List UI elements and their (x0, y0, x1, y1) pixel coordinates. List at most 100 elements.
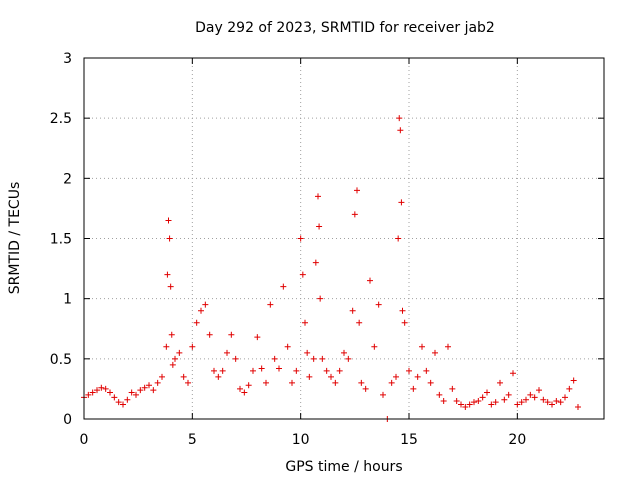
data-point (396, 115, 403, 122)
x-tick-label: 0 (80, 432, 89, 448)
data-point (501, 396, 508, 403)
data-point (107, 389, 113, 396)
data-point (310, 355, 317, 362)
data-point (341, 349, 347, 356)
data-point (371, 343, 378, 350)
data-point (185, 379, 191, 386)
y-tick-label: 1.5 (50, 232, 72, 248)
data-point (168, 331, 175, 338)
data-points (81, 115, 581, 422)
data-point (380, 391, 386, 398)
data-point (458, 401, 464, 408)
data-point (146, 382, 152, 389)
data-point (427, 379, 434, 386)
data-point (575, 403, 581, 410)
data-point (484, 389, 490, 396)
data-point (245, 382, 252, 389)
data-point (395, 235, 402, 242)
data-point (557, 399, 564, 406)
data-point (479, 394, 486, 401)
y-tick-label: 0 (63, 412, 72, 428)
data-point (163, 343, 170, 350)
data-point (312, 259, 319, 266)
x-tick-label: 5 (188, 432, 197, 448)
data-point (401, 319, 408, 326)
data-point (228, 331, 235, 338)
data-point (232, 355, 239, 362)
data-point (492, 399, 499, 406)
chart-title: Day 292 of 2023, SRMTID for receiver jab… (195, 20, 495, 36)
data-point (505, 391, 512, 398)
data-point (471, 399, 477, 406)
y-tick-label: 0.5 (50, 352, 72, 368)
data-point (169, 361, 176, 368)
data-point (271, 355, 278, 362)
data-point (304, 349, 311, 356)
data-point (362, 385, 369, 392)
data-point (393, 373, 399, 380)
data-point (172, 355, 178, 362)
data-point (289, 379, 295, 386)
data-point (316, 223, 323, 230)
data-point (293, 367, 300, 374)
data-point (351, 211, 358, 218)
y-tick-label: 2 (63, 171, 72, 187)
data-point (180, 373, 187, 380)
data-point (323, 367, 330, 374)
data-point (354, 187, 360, 194)
data-point (453, 397, 460, 404)
data-point (388, 379, 395, 386)
data-point (141, 384, 148, 391)
data-point (111, 394, 118, 401)
y-axis-label: SRMTID / TECUs (7, 182, 23, 295)
data-point (497, 379, 503, 386)
data-point (89, 389, 96, 396)
data-point (167, 283, 174, 290)
data-point (280, 283, 287, 290)
data-point (317, 295, 324, 302)
x-tick-label: 10 (292, 432, 310, 448)
data-point (462, 403, 469, 410)
data-point (527, 391, 534, 398)
data-point (94, 387, 100, 394)
data-point (120, 401, 126, 408)
data-point (356, 319, 363, 326)
data-point (367, 277, 373, 284)
grid (84, 58, 604, 419)
data-point (345, 355, 352, 362)
data-point (510, 370, 516, 377)
data-point (297, 235, 304, 242)
tick-labels: 0 5 10 15 20 0 0.5 1 1.5 2 2.5 3 (50, 51, 527, 448)
x-axis-label: GPS time / hours (285, 459, 402, 475)
data-point (328, 373, 334, 380)
data-point (154, 379, 161, 386)
data-point (562, 394, 568, 401)
data-point (449, 385, 456, 392)
data-point (202, 301, 209, 308)
data-point (358, 379, 365, 386)
data-point (518, 399, 525, 406)
data-point (159, 373, 165, 380)
data-point (124, 396, 131, 403)
data-point (306, 373, 313, 380)
data-point (336, 367, 343, 374)
data-point (488, 401, 495, 408)
data-point (544, 399, 551, 406)
data-point (414, 373, 421, 380)
axis-ticks (83, 57, 604, 420)
data-point (206, 331, 213, 338)
data-point (531, 394, 538, 401)
data-point (284, 343, 291, 350)
data-point (410, 385, 417, 392)
data-point (540, 396, 547, 403)
data-point (419, 343, 425, 350)
data-point (128, 389, 135, 396)
data-point (219, 367, 226, 374)
data-point (302, 319, 308, 326)
data-point (166, 235, 173, 242)
data-point (189, 343, 196, 350)
y-tick-label: 2.5 (50, 111, 72, 127)
data-point (237, 385, 243, 392)
data-point (436, 391, 443, 398)
